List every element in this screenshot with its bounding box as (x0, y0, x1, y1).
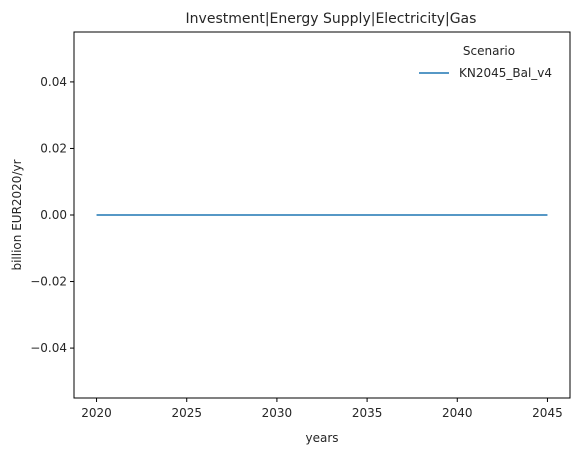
legend: Scenario KN2045_Bal_v4 (419, 44, 552, 80)
y-axis: −0.04 −0.02 0.00 0.02 0.04 (30, 75, 74, 355)
legend-title: Scenario (463, 44, 515, 58)
y-tick-label: 0.02 (40, 141, 67, 155)
x-axis: 2020 2025 2030 2035 2040 2045 (81, 398, 563, 420)
x-tick-label: 2030 (262, 406, 293, 420)
x-tick-label: 2045 (532, 406, 563, 420)
y-tick-label: −0.02 (30, 275, 67, 289)
y-tick-label: −0.04 (30, 341, 67, 355)
x-tick-label: 2025 (171, 406, 202, 420)
x-tick-label: 2020 (81, 406, 112, 420)
x-tick-label: 2040 (442, 406, 473, 420)
legend-label: KN2045_Bal_v4 (459, 66, 552, 80)
y-tick-label: 0.04 (40, 75, 67, 89)
x-axis-label: years (305, 431, 338, 445)
y-tick-label: 0.00 (40, 208, 67, 222)
chart-title: Investment|Energy Supply|Electricity|Gas (186, 11, 477, 27)
y-axis-label: billion EUR2020/yr (10, 159, 24, 270)
x-tick-label: 2035 (352, 406, 383, 420)
